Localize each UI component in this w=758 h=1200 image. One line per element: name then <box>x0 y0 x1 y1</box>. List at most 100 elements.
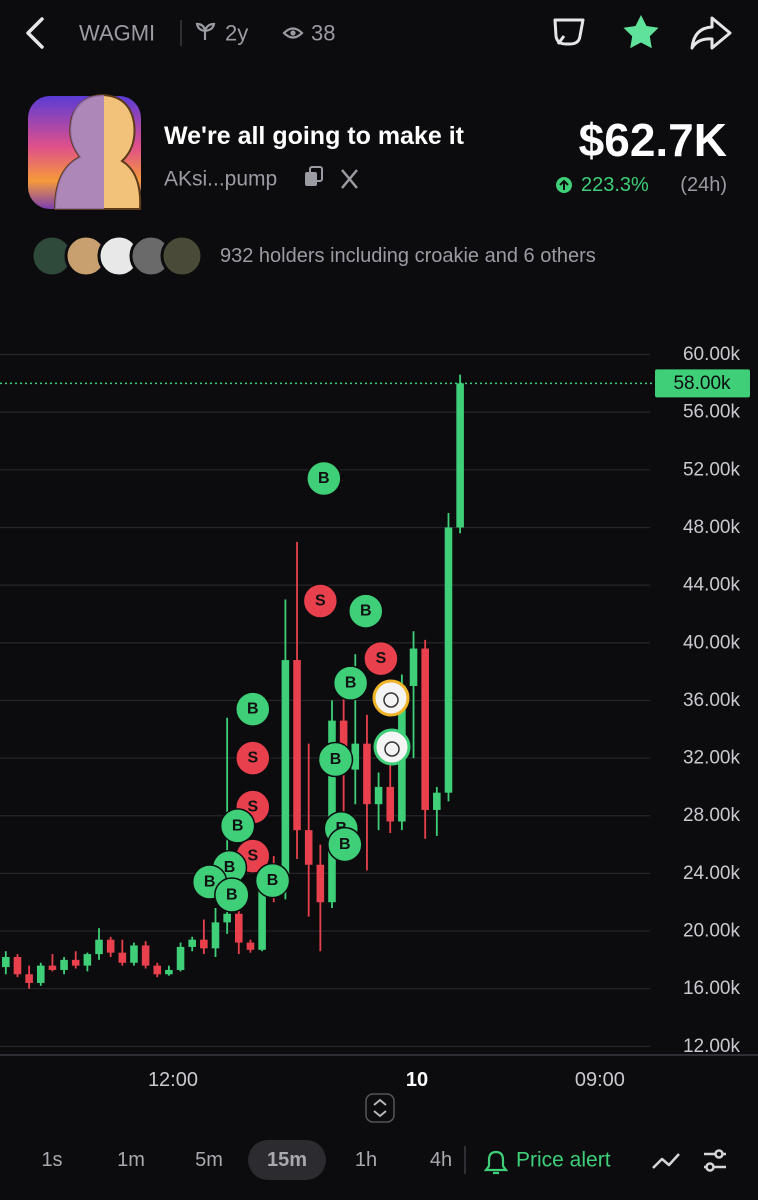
holder-trade-icon-face <box>383 692 399 708</box>
trade-marker[interactable] <box>317 741 354 778</box>
timeframe-button[interactable]: 1h <box>355 1149 377 1171</box>
timeframe-bar: 1s 1m 5m 15m 1h 4h <box>41 1140 452 1180</box>
token-logo-shade <box>55 95 104 209</box>
candle-body <box>83 954 92 966</box>
candle-body <box>351 743 360 770</box>
indicator-button[interactable] <box>652 1153 680 1169</box>
y-tick-label: 28.00k <box>683 805 741 826</box>
y-tick-label: 52.00k <box>683 459 741 480</box>
trade-marker[interactable] <box>332 665 369 701</box>
trade-marker-label: S <box>247 799 258 816</box>
x-tick-label: 12:00 <box>148 1069 198 1091</box>
trade-marker-label: S <box>315 592 326 609</box>
price-alert-button[interactable]: Price alert <box>516 1149 611 1172</box>
resize-handle[interactable] <box>365 1093 395 1123</box>
candle-body <box>386 786 395 822</box>
candle-body <box>130 945 138 963</box>
x-link[interactable] <box>341 169 358 189</box>
candle-body <box>433 792 441 810</box>
candle-body <box>71 959 80 966</box>
timeframe-button[interactable]: 4h <box>430 1149 452 1171</box>
price-chart[interactable]: 12.00k 16.00k 20.00k 24.00k 28.00k 32.00k 36.0… <box>0 344 758 1091</box>
trade-marker[interactable] <box>302 583 339 619</box>
holders-text: 932 holders including croakie and 6 othe… <box>220 245 596 267</box>
timeframe-button[interactable]: 1m <box>117 1149 145 1171</box>
candle-body <box>293 660 301 831</box>
trade-marker-label: B <box>339 836 351 853</box>
timeframe-selected <box>248 1140 326 1180</box>
candle-body <box>456 383 464 528</box>
candle-body <box>95 939 103 955</box>
trade-marker-label: B <box>204 874 216 891</box>
timeframe-button[interactable]: 15m <box>267 1149 307 1171</box>
token-name: We're all going to make it <box>164 122 465 150</box>
y-tick-label: 40.00k <box>683 632 741 653</box>
y-tick-label: 44.00k <box>683 575 741 596</box>
candle-body <box>223 913 231 923</box>
holder-trade-icon-face <box>384 741 400 757</box>
favorite-button[interactable] <box>623 15 659 49</box>
timeframe-button[interactable]: 5m <box>195 1149 223 1171</box>
candle-body <box>165 969 173 975</box>
candle-body <box>304 830 313 865</box>
trade-marker-label: B <box>247 701 259 718</box>
y-tick-label: 56.00k <box>683 402 741 423</box>
trade-marker-label: B <box>360 603 372 620</box>
trade-marker-label: B <box>232 817 244 834</box>
y-tick-label: 36.00k <box>683 690 741 711</box>
candle-body <box>25 974 33 983</box>
candle-body <box>200 939 208 949</box>
trade-marker[interactable] <box>327 826 363 863</box>
candle-body <box>409 648 418 687</box>
token-address: AKsi...pump <box>164 168 277 191</box>
trade-marker-label: B <box>226 887 238 904</box>
trade-marker[interactable] <box>306 460 342 497</box>
views-icon <box>282 27 304 39</box>
trade-marker-label: B <box>330 751 342 768</box>
y-tick-label: 12.00k <box>683 1036 741 1057</box>
y-tick-label: 48.00k <box>683 517 741 538</box>
trade-marker-label: B <box>224 859 236 876</box>
trade-marker-label: B <box>318 470 330 487</box>
candle-body <box>176 946 185 970</box>
candle-body <box>374 786 383 805</box>
trade-marker-label: B <box>345 675 357 692</box>
timeframe-button[interactable]: 1s <box>41 1149 62 1171</box>
y-tick-label: 32.00k <box>683 748 741 769</box>
candle-body <box>328 720 336 903</box>
y-tick-label: 24.00k <box>683 863 741 884</box>
trade-marker[interactable] <box>214 877 250 913</box>
candle-body <box>153 965 162 975</box>
candle-body <box>36 965 45 983</box>
trade-marker[interactable] <box>219 808 256 844</box>
change-arrow <box>559 179 569 190</box>
settings-knob <box>705 1162 715 1172</box>
age: 2y <box>225 21 248 46</box>
share-button[interactable] <box>690 16 732 50</box>
ticker: WAGMI <box>79 21 155 46</box>
holder-trade-icon <box>372 679 410 717</box>
trade-marker[interactable] <box>235 691 271 727</box>
copy-button-outline <box>309 166 323 182</box>
candle-body <box>106 939 115 953</box>
trade-marker[interactable] <box>363 640 399 677</box>
back-button[interactable] <box>26 17 44 49</box>
views-icon-pupil <box>290 30 296 36</box>
candle-body <box>316 864 325 903</box>
holder-trade-icon <box>373 728 411 766</box>
trade-marker[interactable] <box>348 593 384 629</box>
candle-body <box>235 913 243 943</box>
share-call-button[interactable] <box>553 18 585 46</box>
candle-body <box>363 743 371 805</box>
candle-body <box>211 922 220 949</box>
change-percent: 223.3% <box>581 174 649 196</box>
y-tick-label: 60.00k <box>683 344 741 365</box>
candle-body <box>258 864 266 950</box>
trade-marker[interactable] <box>235 740 271 776</box>
candle-body <box>2 956 10 968</box>
trade-marker[interactable] <box>254 862 291 899</box>
change-period: (24h) <box>680 174 727 196</box>
last-price-tag <box>655 369 750 398</box>
